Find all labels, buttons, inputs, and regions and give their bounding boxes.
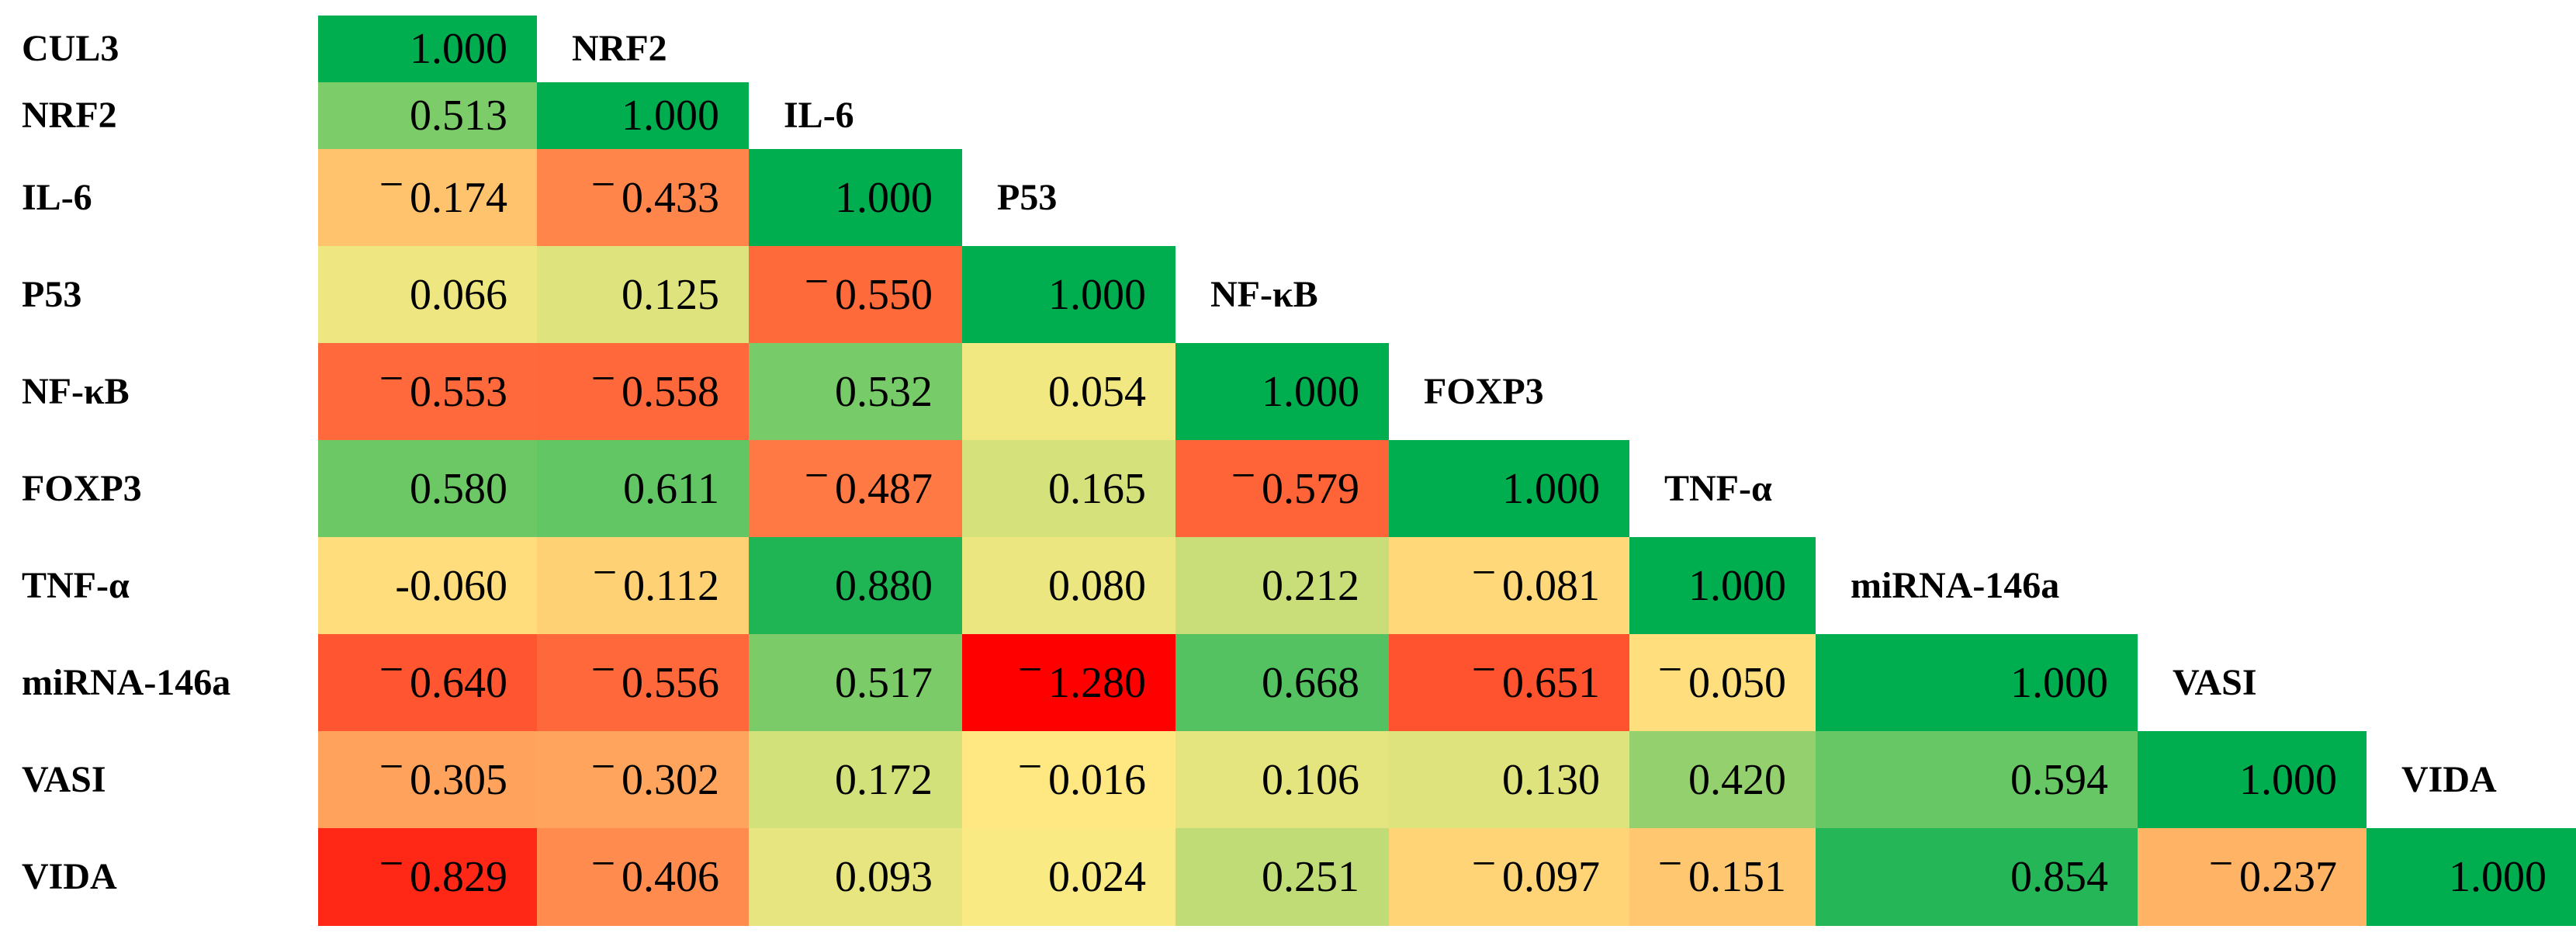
matrix-cell: 0.066 xyxy=(318,246,537,343)
raised-minus-sign: − xyxy=(590,840,616,889)
raised-minus-sign: − xyxy=(379,840,404,889)
raised-minus-sign: − xyxy=(379,645,404,694)
raised-minus-sign: − xyxy=(592,548,618,597)
matrix-cell: −0.579 xyxy=(1175,440,1389,537)
raised-minus-sign: − xyxy=(1657,840,1683,889)
raised-minus-sign: − xyxy=(379,354,404,403)
matrix-cell: −0.487 xyxy=(749,440,962,537)
column-header: FOXP3 xyxy=(1424,370,1544,412)
matrix-cell: 1.000 xyxy=(962,246,1175,343)
matrix-cell: 0.165 xyxy=(962,440,1175,537)
raised-minus-sign: − xyxy=(1231,451,1256,500)
matrix-cell: 1.000 xyxy=(1175,343,1389,440)
matrix-cell: −0.406 xyxy=(537,828,749,926)
row-label: FOXP3 xyxy=(22,467,142,509)
matrix-cell: −0.553 xyxy=(318,343,537,440)
column-header: TNF-α xyxy=(1664,467,1772,509)
matrix-cell: −0.081 xyxy=(1389,537,1629,634)
matrix-cell: −0.305 xyxy=(318,731,537,828)
raised-minus-sign: − xyxy=(1471,840,1497,889)
row-label: TNF-α xyxy=(22,564,130,606)
matrix-cell: −0.550 xyxy=(749,246,962,343)
matrix-cell: 0.594 xyxy=(1816,731,2138,828)
raised-minus-sign: − xyxy=(379,160,404,209)
matrix-cell: 0.611 xyxy=(537,440,749,537)
matrix-cell: −0.558 xyxy=(537,343,749,440)
column-header: miRNA-146a xyxy=(1851,564,2060,606)
raised-minus-sign: − xyxy=(590,354,616,403)
matrix-cell: 0.024 xyxy=(962,828,1175,926)
row-label: IL-6 xyxy=(22,176,92,218)
matrix-cell: 0.532 xyxy=(749,343,962,440)
matrix-cell: 0.668 xyxy=(1175,634,1389,731)
matrix-cell: 0.212 xyxy=(1175,537,1389,634)
raised-minus-sign: − xyxy=(1471,548,1497,597)
raised-minus-sign: − xyxy=(1017,742,1043,791)
column-header: NRF2 xyxy=(572,28,667,69)
matrix-cell: 1.000 xyxy=(1389,440,1629,537)
raised-minus-sign: − xyxy=(804,257,829,306)
matrix-cell: −0.050 xyxy=(1629,634,1816,731)
raised-minus-sign: − xyxy=(804,451,829,500)
matrix-cell: 1.000 xyxy=(537,82,749,149)
matrix-cell: −0.112 xyxy=(537,537,749,634)
matrix-cell: −0.433 xyxy=(537,149,749,246)
matrix-cell: 1.000 xyxy=(1816,634,2138,731)
row-label: miRNA-146a xyxy=(22,661,231,703)
column-header: IL-6 xyxy=(784,95,854,136)
matrix-cell: 0.054 xyxy=(962,343,1175,440)
matrix-cell: 0.106 xyxy=(1175,731,1389,828)
column-header: NF-κB xyxy=(1210,273,1318,315)
matrix-cell: 0.517 xyxy=(749,634,962,731)
matrix-cell: 0.172 xyxy=(749,731,962,828)
matrix-cell: 0.130 xyxy=(1389,731,1629,828)
matrix-cell: −0.829 xyxy=(318,828,537,926)
matrix-cell: 1.000 xyxy=(318,16,537,82)
matrix-cell: 1.000 xyxy=(2367,828,2576,926)
matrix-cell: 0.093 xyxy=(749,828,962,926)
raised-minus-sign: − xyxy=(1017,645,1043,694)
row-label: NF-κB xyxy=(22,370,130,412)
row-label: CUL3 xyxy=(22,28,119,69)
matrix-cell: −0.174 xyxy=(318,149,537,246)
matrix-cell: −0.556 xyxy=(537,634,749,731)
matrix-cell: −0.302 xyxy=(537,731,749,828)
raised-minus-sign: − xyxy=(590,645,616,694)
matrix-cell: −0.651 xyxy=(1389,634,1629,731)
column-header: VIDA xyxy=(2401,758,2497,800)
matrix-cell: 0.420 xyxy=(1629,731,1816,828)
matrix-cell: 1.000 xyxy=(749,149,962,246)
matrix-cell: 0.080 xyxy=(962,537,1175,634)
matrix-cell: 1.000 xyxy=(1629,537,1816,634)
row-label: P53 xyxy=(22,273,82,315)
row-label: VASI xyxy=(22,758,106,800)
matrix-cell: −0.151 xyxy=(1629,828,1816,926)
matrix-cell: 0.125 xyxy=(537,246,749,343)
matrix-cell: 0.580 xyxy=(318,440,537,537)
matrix-cell: 0.854 xyxy=(1816,828,2138,926)
raised-minus-sign: − xyxy=(1657,645,1683,694)
raised-minus-sign: − xyxy=(2208,840,2234,889)
matrix-cell: −0.640 xyxy=(318,634,537,731)
row-label: VIDA xyxy=(22,856,117,897)
raised-minus-sign: − xyxy=(379,742,404,791)
matrix-cell: −0.016 xyxy=(962,731,1175,828)
matrix-cell: 0.880 xyxy=(749,537,962,634)
matrix-cell: 0.251 xyxy=(1175,828,1389,926)
matrix-cell: 0.513 xyxy=(318,82,537,149)
row-label: NRF2 xyxy=(22,95,117,136)
raised-minus-sign: − xyxy=(590,742,616,791)
raised-minus-sign: − xyxy=(590,160,616,209)
column-header: VASI xyxy=(2173,661,2257,703)
matrix-cell: −1.280 xyxy=(962,634,1175,731)
matrix-cell: −0.097 xyxy=(1389,828,1629,926)
column-header: P53 xyxy=(997,176,1058,218)
matrix-cell: -0.060 xyxy=(318,537,537,634)
raised-minus-sign: − xyxy=(1471,645,1497,694)
matrix-cell: 1.000 xyxy=(2138,731,2367,828)
matrix-cell: −0.237 xyxy=(2138,828,2367,926)
